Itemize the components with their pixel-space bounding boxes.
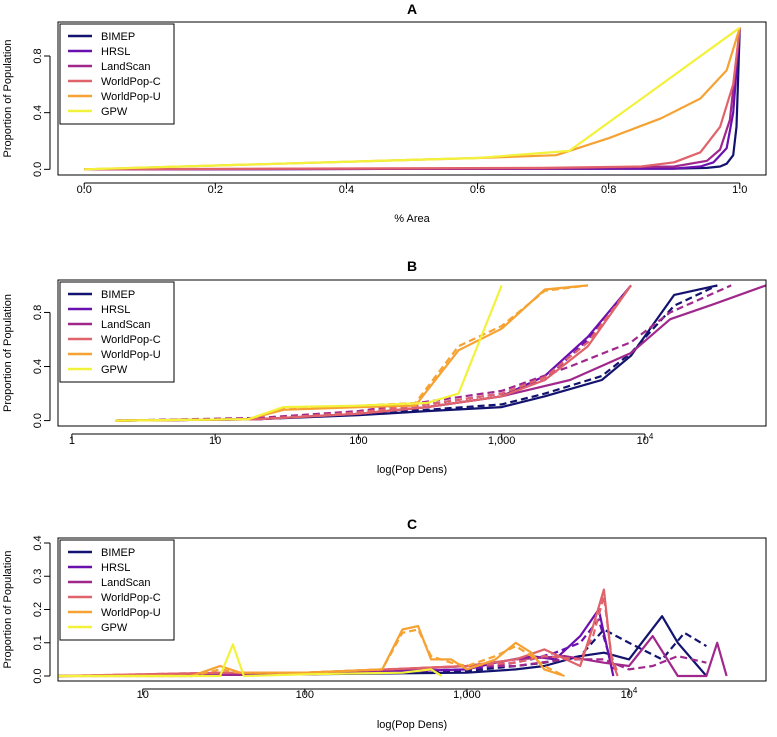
panel-a-legend-label: LandScan (101, 61, 151, 73)
panel-a-legend-label: WorldPop-U (101, 91, 161, 103)
panel-b-series-hrsl-dashed (114, 284, 632, 422)
panel-c-x-tick-label: 10 (137, 689, 149, 701)
panel-c-y-tick-label: 0.1 (32, 635, 44, 650)
panel-a-y-tick-label: 0.8 (32, 48, 44, 63)
panel-a-y-axis-label: Proportion of Population (2, 39, 14, 157)
panel-a-title: A (407, 1, 417, 17)
panel-b-series-landscan-dashed (114, 284, 732, 422)
panel-b-x-axis-label: log(Pop Dens) (377, 464, 447, 476)
panel-c-legend-label: BIMEP (101, 547, 135, 559)
panel-c-series-gpw-solid (58, 643, 443, 678)
panel-b-legend (59, 281, 175, 383)
panel-a-x-axis-label: % Area (394, 213, 430, 225)
panel-b-series-bimep-dashed (114, 284, 718, 422)
panel-b-x-tick-label: 100 (349, 435, 367, 447)
panel-c-legend-label: WorldPop-U (101, 607, 161, 619)
panel-b-y-tick-label: 0.0 (32, 413, 44, 428)
panel-c-x-tick-label: 104 (621, 686, 638, 701)
panel-c-series-worldpop-c-dashed (58, 595, 619, 678)
panel-b-legend-label: WorldPop-U (101, 349, 161, 361)
panel-a-x-tick-label: 0.0 (77, 184, 92, 196)
panel-b-title: B (407, 258, 417, 274)
panel-b-y-tick-label: 0.8 (32, 305, 44, 320)
panel-b-plot-frame (57, 279, 767, 427)
panel-a-series-hrsl-solid (84, 27, 741, 171)
panel-a-y-tick-label: 0.4 (32, 105, 44, 120)
panel-c-y-tick-label: 0.3 (32, 569, 44, 584)
panel-c-legend-label: WorldPop-C (101, 592, 161, 604)
panel-b-x-tick-label: 10 (209, 435, 221, 447)
panel-c-x-tick-label: 1,000 (453, 689, 481, 701)
panel-b-legend-label: WorldPop-C (101, 334, 161, 346)
panel-a-x-tick-label: 0.8 (601, 184, 616, 196)
panel-c-y-tick-label: 0.4 (32, 535, 44, 550)
panel-b-series-landscan-solid (114, 284, 766, 422)
panel-c-legend-label: LandScan (101, 577, 151, 589)
panel-c-legend-label: HRSL (101, 562, 130, 574)
panel-c-y-axis-label: Proportion of Population (2, 550, 14, 668)
panel-c-series-landscan-dashed (58, 654, 707, 678)
panel-b-x-tick-label: 1 (69, 435, 75, 447)
panel-c-y-tick-label: 0.0 (32, 668, 44, 683)
panel-a-x-tick-label: 0.6 (470, 184, 485, 196)
panel-a-x-tick-label: 1.0 (732, 184, 747, 196)
panel-c-title: C (407, 516, 417, 532)
panel-b-legend-label: HRSL (101, 304, 130, 316)
panel-a-x-tick-label: 0.2 (208, 184, 223, 196)
panel-a-series-gpw-solid (84, 26, 741, 171)
panel-a-legend-label: WorldPop-C (101, 76, 161, 88)
panel-b-legend-label: GPW (101, 364, 128, 376)
panel-b-legend-label: LandScan (101, 319, 151, 331)
panel-c-legend (59, 539, 175, 641)
panel-a-plot-frame (57, 21, 767, 176)
panel-c-x-axis-label: log(Pop Dens) (377, 719, 447, 731)
panel-b-x-tick-label: 1,000 (488, 435, 516, 447)
panel-c-series-worldpop-u-dashed (58, 628, 565, 678)
panel-c-legend-label: GPW (101, 622, 128, 634)
panel-a-series-worldpop-c-solid (84, 27, 741, 171)
panel-b-series-worldpop-c-dashed (114, 284, 632, 422)
panel-c-plot-frame (57, 537, 767, 682)
panel-a-x-tick-label: 0.4 (339, 184, 354, 196)
panel-b-series-hrsl-solid (114, 284, 632, 422)
panel-c-y-tick-label: 0.2 (32, 602, 44, 617)
panel-a-legend-label: HRSL (101, 46, 130, 58)
panel-a-legend-label: BIMEP (101, 31, 135, 43)
panel-b-y-tick-label: 0.4 (32, 359, 44, 374)
panel-c-x-tick-label: 100 (296, 689, 314, 701)
panel-a-y-tick-label: 0.0 (32, 162, 44, 177)
panel-b-series-bimep-solid (114, 284, 718, 422)
panel-a-legend-label: GPW (101, 106, 128, 118)
panel-b-series-worldpop-c-solid (114, 284, 632, 422)
panel-a-legend (59, 23, 175, 125)
panel-b-x-tick-label: 104 (637, 432, 654, 447)
panel-b-series-gpw-solid (114, 284, 503, 422)
panel-b-legend-label: BIMEP (101, 289, 135, 301)
panel-b-y-axis-label: Proportion of Population (2, 294, 14, 412)
